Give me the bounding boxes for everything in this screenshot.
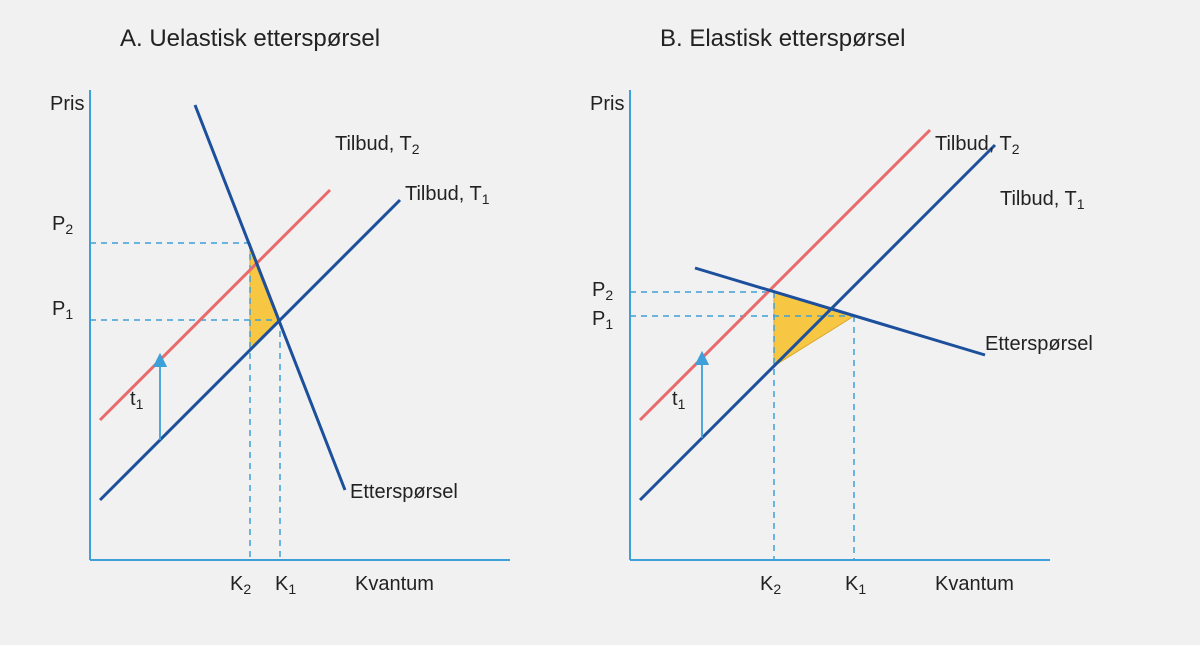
label-demand: Etterspørsel [350,481,458,503]
panel-title-b: B. Elastisk etterspørsel [660,25,905,52]
label-t1: t1 [672,388,686,412]
label-supply2: Tilbud, T2 [335,133,420,157]
panel-a: A. Uelastisk etterspørsel Pris Kvantum P1 P2… [50,25,510,597]
label-k2: K2 [760,573,781,597]
demand-line [195,105,345,490]
label-k2: K2 [230,573,251,597]
supply-2-line [640,130,930,420]
label-p2: P2 [592,279,613,303]
economics-diagram: A. Uelastisk etterspørsel Pris Kvantum P1 P2… [0,0,1200,645]
label-supply1: Tilbud, T1 [1000,188,1085,212]
x-axis-label: Kvantum [935,573,1014,595]
label-p1: P1 [52,298,73,322]
supply-1-line [640,145,995,500]
x-axis-label: Kvantum [355,573,434,595]
label-supply1: Tilbud, T1 [405,183,490,207]
label-p1: P1 [592,308,613,332]
label-t1: t1 [130,388,144,412]
y-axis-label: Pris [50,93,84,115]
y-axis-label: Pris [590,93,624,115]
label-p2: P2 [52,213,73,237]
label-demand: Etterspørsel [985,333,1093,355]
label-k1: K1 [275,573,296,597]
panel-title-a: A. Uelastisk etterspørsel [120,25,380,52]
label-k1: K1 [845,573,866,597]
label-supply2: Tilbud, T2 [935,133,1020,157]
demand-line [695,268,985,355]
panel-b: B. Elastisk etterspørsel Pris Kvantum P1 P2 K… [590,25,1093,597]
